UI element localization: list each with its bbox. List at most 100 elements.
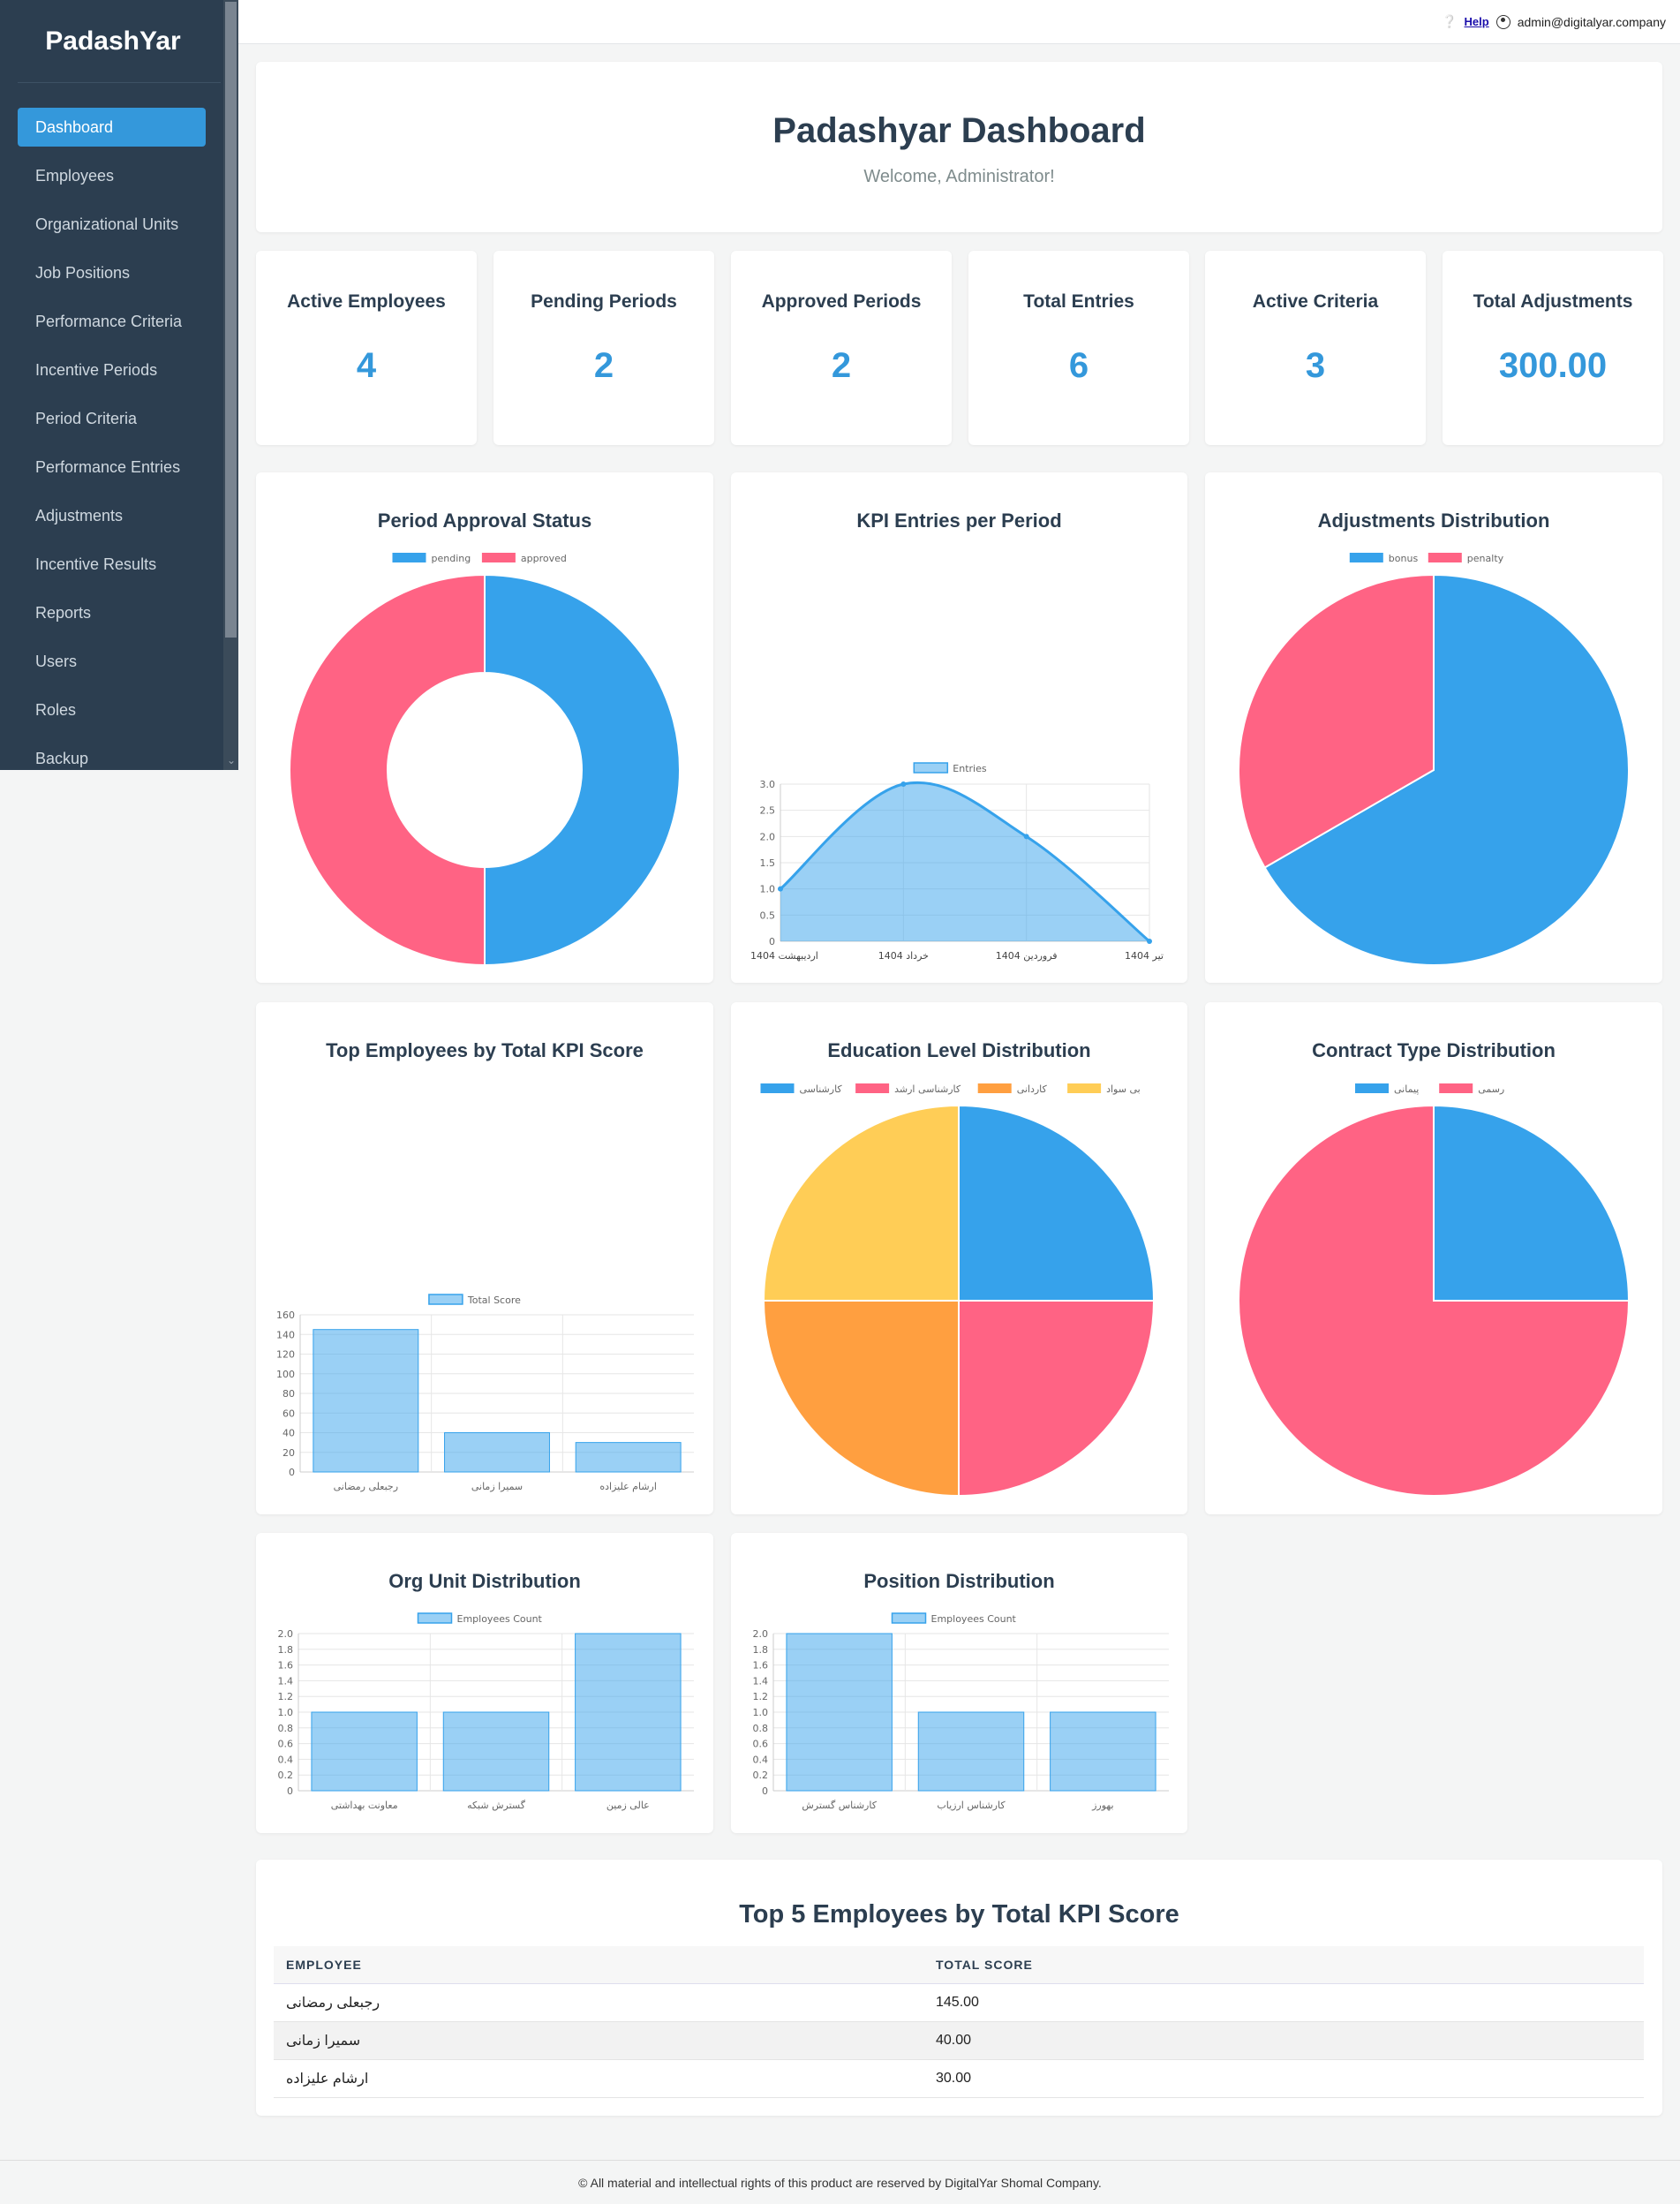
legend-swatch bbox=[481, 553, 516, 562]
brand-logo: PadashYar bbox=[18, 0, 221, 83]
topbar: ❔ Help admin@digitalyar.company bbox=[238, 0, 1680, 44]
dashboard-header: Padashyar Dashboard Welcome, Administrat… bbox=[256, 62, 1662, 232]
org-unit-chart: Employees Count 0 0.2 0.4 0.6 0.8 1.0 1.2 1.4 1.6… bbox=[278, 1612, 694, 1811]
sidebar-item-dashboard[interactable]: Dashboard bbox=[18, 108, 206, 147]
stat-card-total-adjustments: Total Adjustments 300.00 bbox=[1443, 251, 1663, 445]
legend-label: Entries bbox=[953, 763, 987, 774]
legend-label: رسمی bbox=[1478, 1083, 1504, 1095]
pie-slice bbox=[1433, 1104, 1631, 1302]
legend-label: کارشناسی ارشد bbox=[894, 1083, 961, 1095]
legend-swatch bbox=[1067, 1083, 1102, 1093]
sidebar-item-performance-criteria[interactable]: Performance Criteria bbox=[35, 313, 183, 330]
scroll-down-arrow-icon[interactable]: ⌄ bbox=[226, 754, 236, 766]
top-employees-table: EMPLOYEE TOTAL SCORE رجبعلی رمضانی 145.0… bbox=[274, 1946, 1644, 2098]
stat-card-active-criteria: Active Criteria 3 bbox=[1205, 251, 1426, 445]
column-header-total-score: TOTAL SCORE bbox=[923, 1946, 1644, 1984]
sidebar-scrollbar[interactable]: ⌄ bbox=[223, 0, 238, 770]
sidebar-item-job-positions[interactable]: Job Positions bbox=[35, 264, 131, 282]
bar bbox=[917, 1711, 1025, 1792]
sidebar-item-reports[interactable]: Reports bbox=[35, 604, 92, 622]
x-tick-label: فروردین 1404 bbox=[996, 950, 1058, 962]
sidebar-item-performance-entries[interactable]: Performance Entries bbox=[35, 458, 181, 476]
contract-type-chart: پیمانی رسمی bbox=[1238, 1083, 1631, 1497]
pie-slice bbox=[1263, 573, 1630, 966]
x-tick-label: رجبعلی رمضانی bbox=[334, 1481, 398, 1492]
series-line bbox=[780, 781, 1150, 943]
sidebar-item-organizational-units[interactable]: Organizational Units bbox=[35, 215, 179, 233]
area-fill bbox=[780, 782, 1149, 941]
legend-label: Employees Count bbox=[931, 1613, 1017, 1625]
bar bbox=[786, 1633, 893, 1792]
employee-cell: رجبعلی رمضانی bbox=[274, 1983, 923, 2022]
y-tick-label: 0.4 bbox=[753, 1754, 769, 1765]
chart-title: Period Approval Status bbox=[377, 509, 592, 532]
y-tick-label: 0 bbox=[287, 1785, 293, 1797]
sidebar-item-employees[interactable]: Employees bbox=[35, 167, 115, 185]
x-tick-label: گسترش شبکه bbox=[467, 1800, 526, 1811]
employee-cell: ارشام علیزاده bbox=[274, 2059, 923, 2098]
sidebar-item-incentive-results[interactable]: Incentive Results bbox=[35, 555, 157, 573]
chart-kpi-entries-per-period: KPI Entries per Period Entries 0 0.5 1.0 1.5… bbox=[731, 472, 1187, 983]
sidebar-item-incentive-periods[interactable]: Incentive Periods bbox=[35, 361, 158, 379]
help-link[interactable]: Help bbox=[1464, 15, 1489, 28]
legend-label: penalty bbox=[1467, 553, 1504, 564]
y-tick-label: 1.4 bbox=[753, 1675, 769, 1687]
y-tick-label: 0.8 bbox=[753, 1723, 769, 1734]
chart-title: Adjustments Distribution bbox=[1317, 509, 1550, 532]
education-chart: کارشناسی کارشناسی ارشد کاردانی بی سواد bbox=[760, 1083, 1156, 1498]
data-point bbox=[1023, 834, 1029, 840]
y-tick-label: 1.6 bbox=[753, 1660, 769, 1672]
top-employees-chart: Total Score 0 20 40 60 80 100 120 140 160 رجبعلی ر… bbox=[276, 1294, 694, 1492]
y-tick-label: 120 bbox=[276, 1349, 295, 1361]
bar bbox=[575, 1633, 682, 1792]
chart-title: Position Distribution bbox=[863, 1570, 1055, 1592]
bar bbox=[313, 1329, 419, 1473]
sidebar-item-backup[interactable]: Backup bbox=[35, 750, 89, 767]
x-tick-label: کارشناس ارزیاب bbox=[937, 1800, 1006, 1811]
sidebar-nav: Dashboard Employees Organizational Units… bbox=[0, 83, 238, 770]
y-tick-label: 0 bbox=[289, 1467, 295, 1478]
pie-slice bbox=[958, 1300, 1156, 1498]
stat-title: Approved Periods bbox=[761, 291, 922, 312]
stat-card-total-entries: Total Entries 6 bbox=[968, 251, 1189, 445]
welcome-text: Welcome, Administrator! bbox=[863, 167, 1055, 186]
x-tick-label: بهورز bbox=[1091, 1800, 1113, 1811]
y-tick-label: 1.4 bbox=[278, 1675, 294, 1687]
y-tick-label: 1.5 bbox=[760, 857, 776, 869]
legend-swatch bbox=[1349, 553, 1383, 562]
sidebar-item-period-criteria[interactable]: Period Criteria bbox=[35, 410, 138, 427]
user-email[interactable]: admin@digitalyar.company bbox=[1517, 14, 1666, 29]
stat-title: Pending Periods bbox=[531, 291, 677, 312]
sidebar-item-users[interactable]: Users bbox=[35, 653, 78, 670]
y-tick-label: 2.0 bbox=[278, 1628, 294, 1640]
position-chart: Employees Count 0 0.2 0.4 0.6 0.8 1.0 1.2 1.4 1.6… bbox=[753, 1612, 1169, 1811]
bar bbox=[444, 1432, 550, 1473]
legend-swatch bbox=[891, 1612, 927, 1624]
pie-slice bbox=[762, 1104, 960, 1302]
x-tick-label: سمیرا زمانی bbox=[471, 1481, 523, 1492]
chart-title: Top Employees by Total KPI Score bbox=[326, 1039, 644, 1061]
legend-swatch bbox=[1439, 1083, 1473, 1093]
legend-label: approved bbox=[521, 553, 567, 564]
y-tick-label: 160 bbox=[276, 1310, 295, 1321]
legend-label: پیمانی bbox=[1394, 1083, 1419, 1095]
y-tick-label: 0 bbox=[762, 1785, 768, 1797]
user-icon bbox=[1495, 14, 1510, 29]
y-tick-label: 60 bbox=[283, 1408, 295, 1419]
y-tick-label: 1.8 bbox=[753, 1644, 769, 1656]
table-header-row: EMPLOYEE TOTAL SCORE bbox=[274, 1946, 1644, 1984]
adjustments-chart: bonus penalty bbox=[1238, 553, 1630, 966]
chart-period-approval-status: Period Approval Status pending approved bbox=[256, 472, 713, 983]
score-cell: 40.00 bbox=[923, 2021, 1644, 2060]
chart-title: Contract Type Distribution bbox=[1312, 1039, 1556, 1061]
x-tick-label: خرداد 1404 bbox=[878, 950, 929, 962]
sidebar-item-adjustments[interactable]: Adjustments bbox=[35, 507, 124, 525]
x-tick-label: ارشام علیزاده bbox=[599, 1481, 657, 1492]
pie-slice bbox=[958, 1104, 1156, 1302]
scrollbar-thumb[interactable] bbox=[225, 2, 237, 638]
stat-title: Total Adjustments bbox=[1473, 291, 1633, 312]
sidebar-item-roles[interactable]: Roles bbox=[35, 701, 77, 719]
x-tick-label: اردیبهشت 1404 bbox=[750, 950, 818, 962]
chart-org-unit: Org Unit Distribution Employees Count 0 0.… bbox=[256, 1533, 713, 1833]
legend-label: Total Score bbox=[467, 1294, 521, 1306]
